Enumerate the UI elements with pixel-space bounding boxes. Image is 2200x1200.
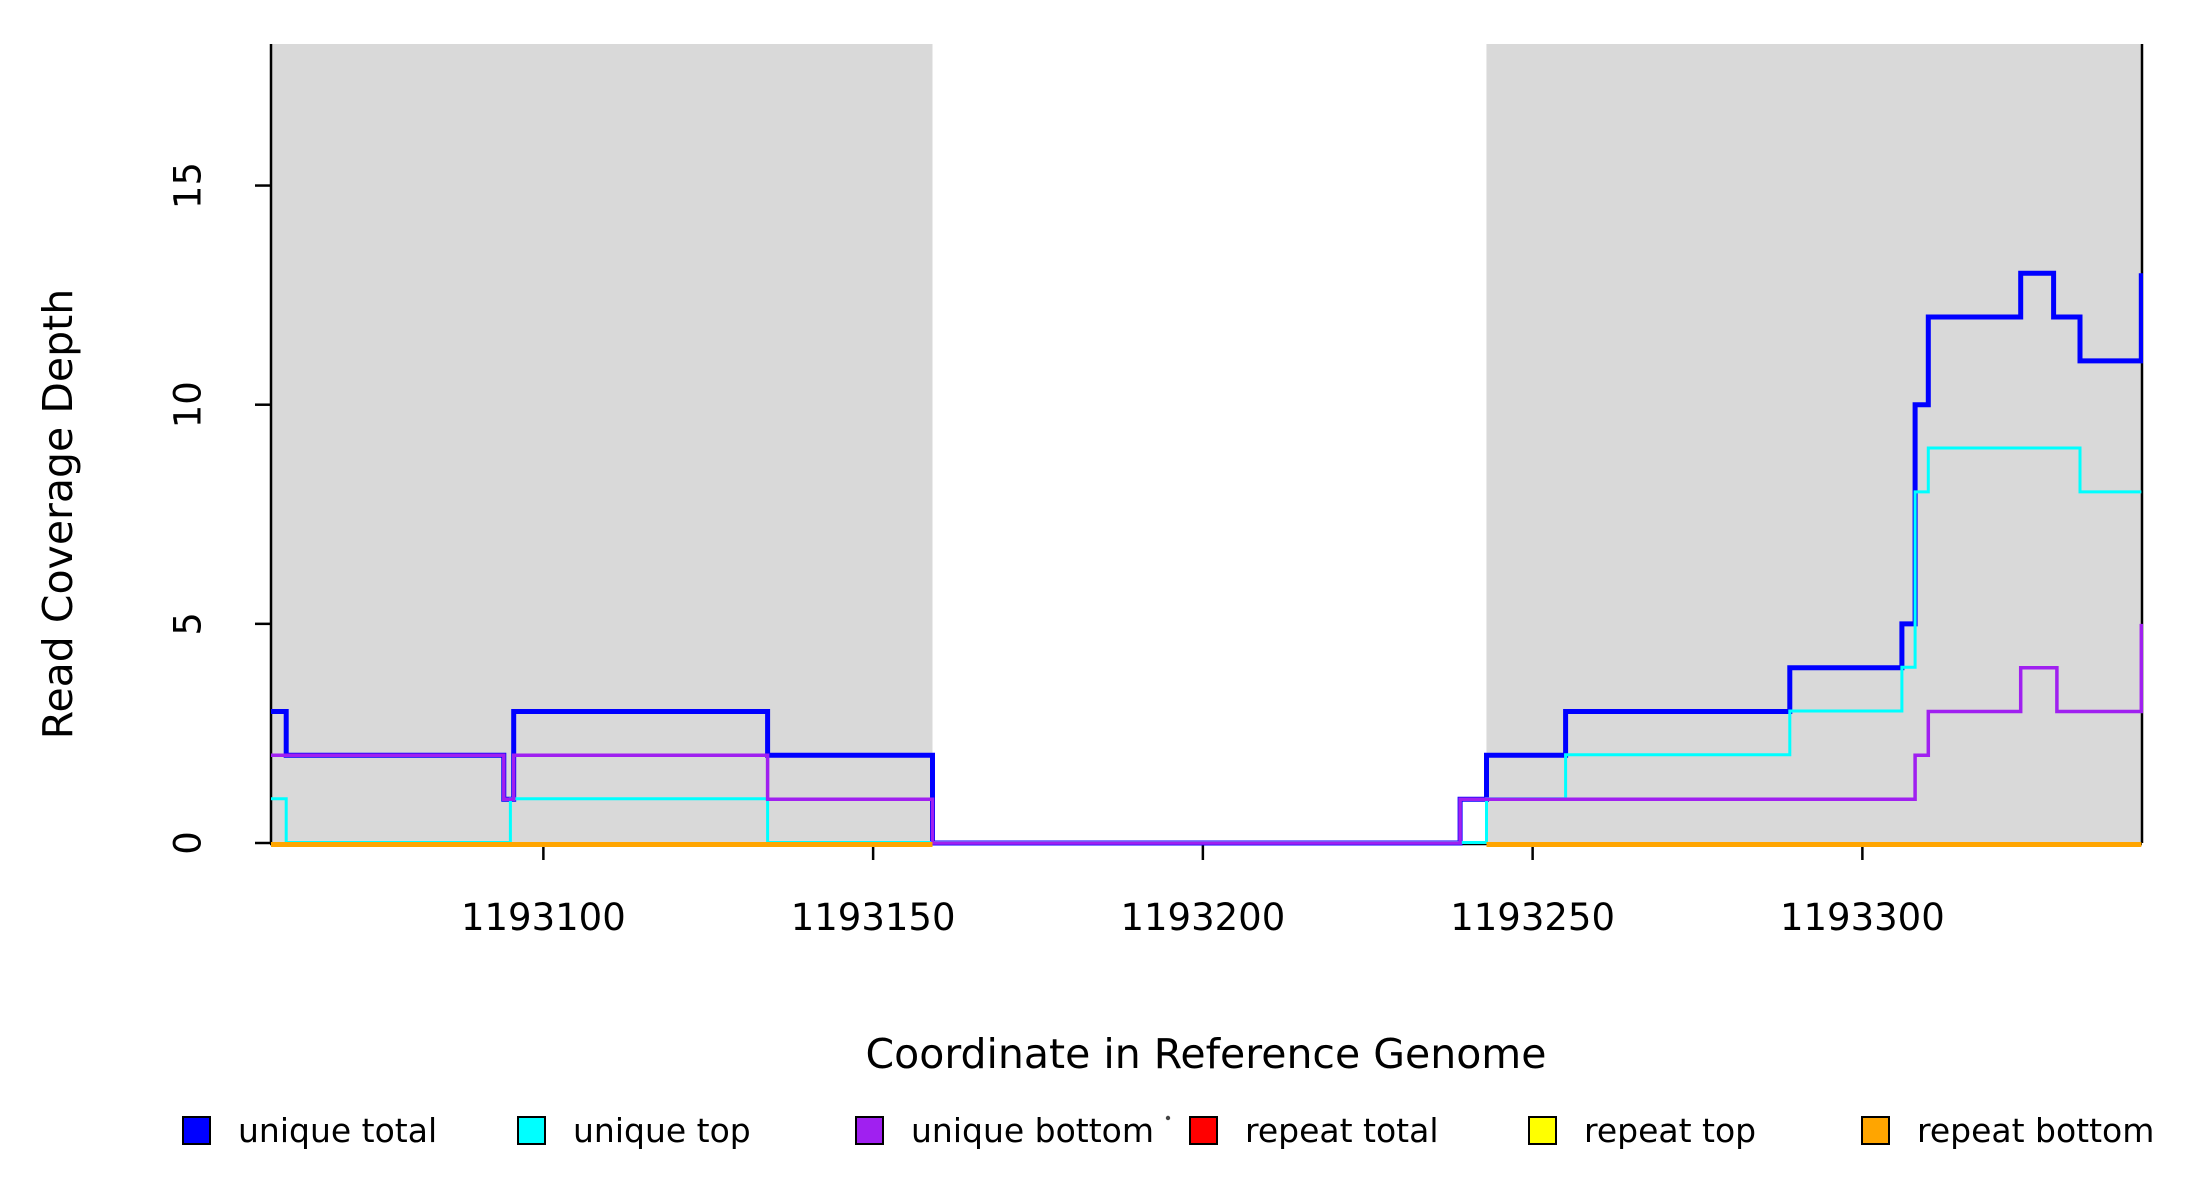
legend-swatch-repeat-total [1189,1116,1218,1145]
y-axis-title: Read Coverage Depth [34,289,82,739]
legend-label: unique top [573,1111,751,1150]
y-tick-label: 0 [167,831,210,855]
legend-swatch-unique-bottom [855,1116,884,1145]
x-axis-title: Coordinate in Reference Genome [866,1030,1547,1078]
x-tick-label: 1193300 [1780,896,1945,939]
legend-label: repeat top [1584,1111,1756,1150]
axes: 1193100 1193150 1193200 1193250 1193300 0 5 10 1… [167,44,2144,939]
coverage-series-lines [271,270,2143,847]
series-line-unique-bottom [271,623,2143,845]
y-tick-label: 5 [167,612,210,636]
x-tick-label: 1193250 [1450,896,1615,939]
legend-label: unique total [238,1111,437,1150]
legend-label: repeat total [1245,1111,1439,1150]
stray-dot-artifact [1165,1115,1171,1121]
legend-item-unique-top: unique top [517,1111,751,1150]
x-tick-label: 1193150 [791,896,956,939]
legend-item-repeat-total: repeat total [1189,1111,1439,1150]
right-repeat-region [1486,44,2142,843]
legend-swatch-repeat-top [1528,1116,1557,1145]
left-repeat-region [271,44,933,843]
legend-item-unique-bottom: unique bottom [855,1111,1154,1150]
legend-item-repeat-top: repeat top [1528,1111,1756,1150]
shaded-repeat-regions [271,44,2142,843]
legend-item-repeat-bottom: repeat bottom [1861,1111,2154,1150]
series-line-unique-top [271,446,2142,844]
legend-swatch-unique-top [517,1116,546,1145]
legend: unique total unique top unique bottom repea… [182,1111,2154,1150]
legend-item-unique-total: unique total [182,1111,437,1150]
x-tick-label: 1193200 [1120,896,1285,939]
legend-label: repeat bottom [1917,1111,2154,1150]
legend-swatch-repeat-bottom [1861,1116,1890,1145]
y-tick-label: 10 [167,381,210,428]
legend-label: unique bottom [911,1111,1154,1150]
x-tick-label: 1193100 [461,896,626,939]
legend-swatch-unique-total [182,1116,211,1145]
y-tick-label: 15 [167,162,210,209]
